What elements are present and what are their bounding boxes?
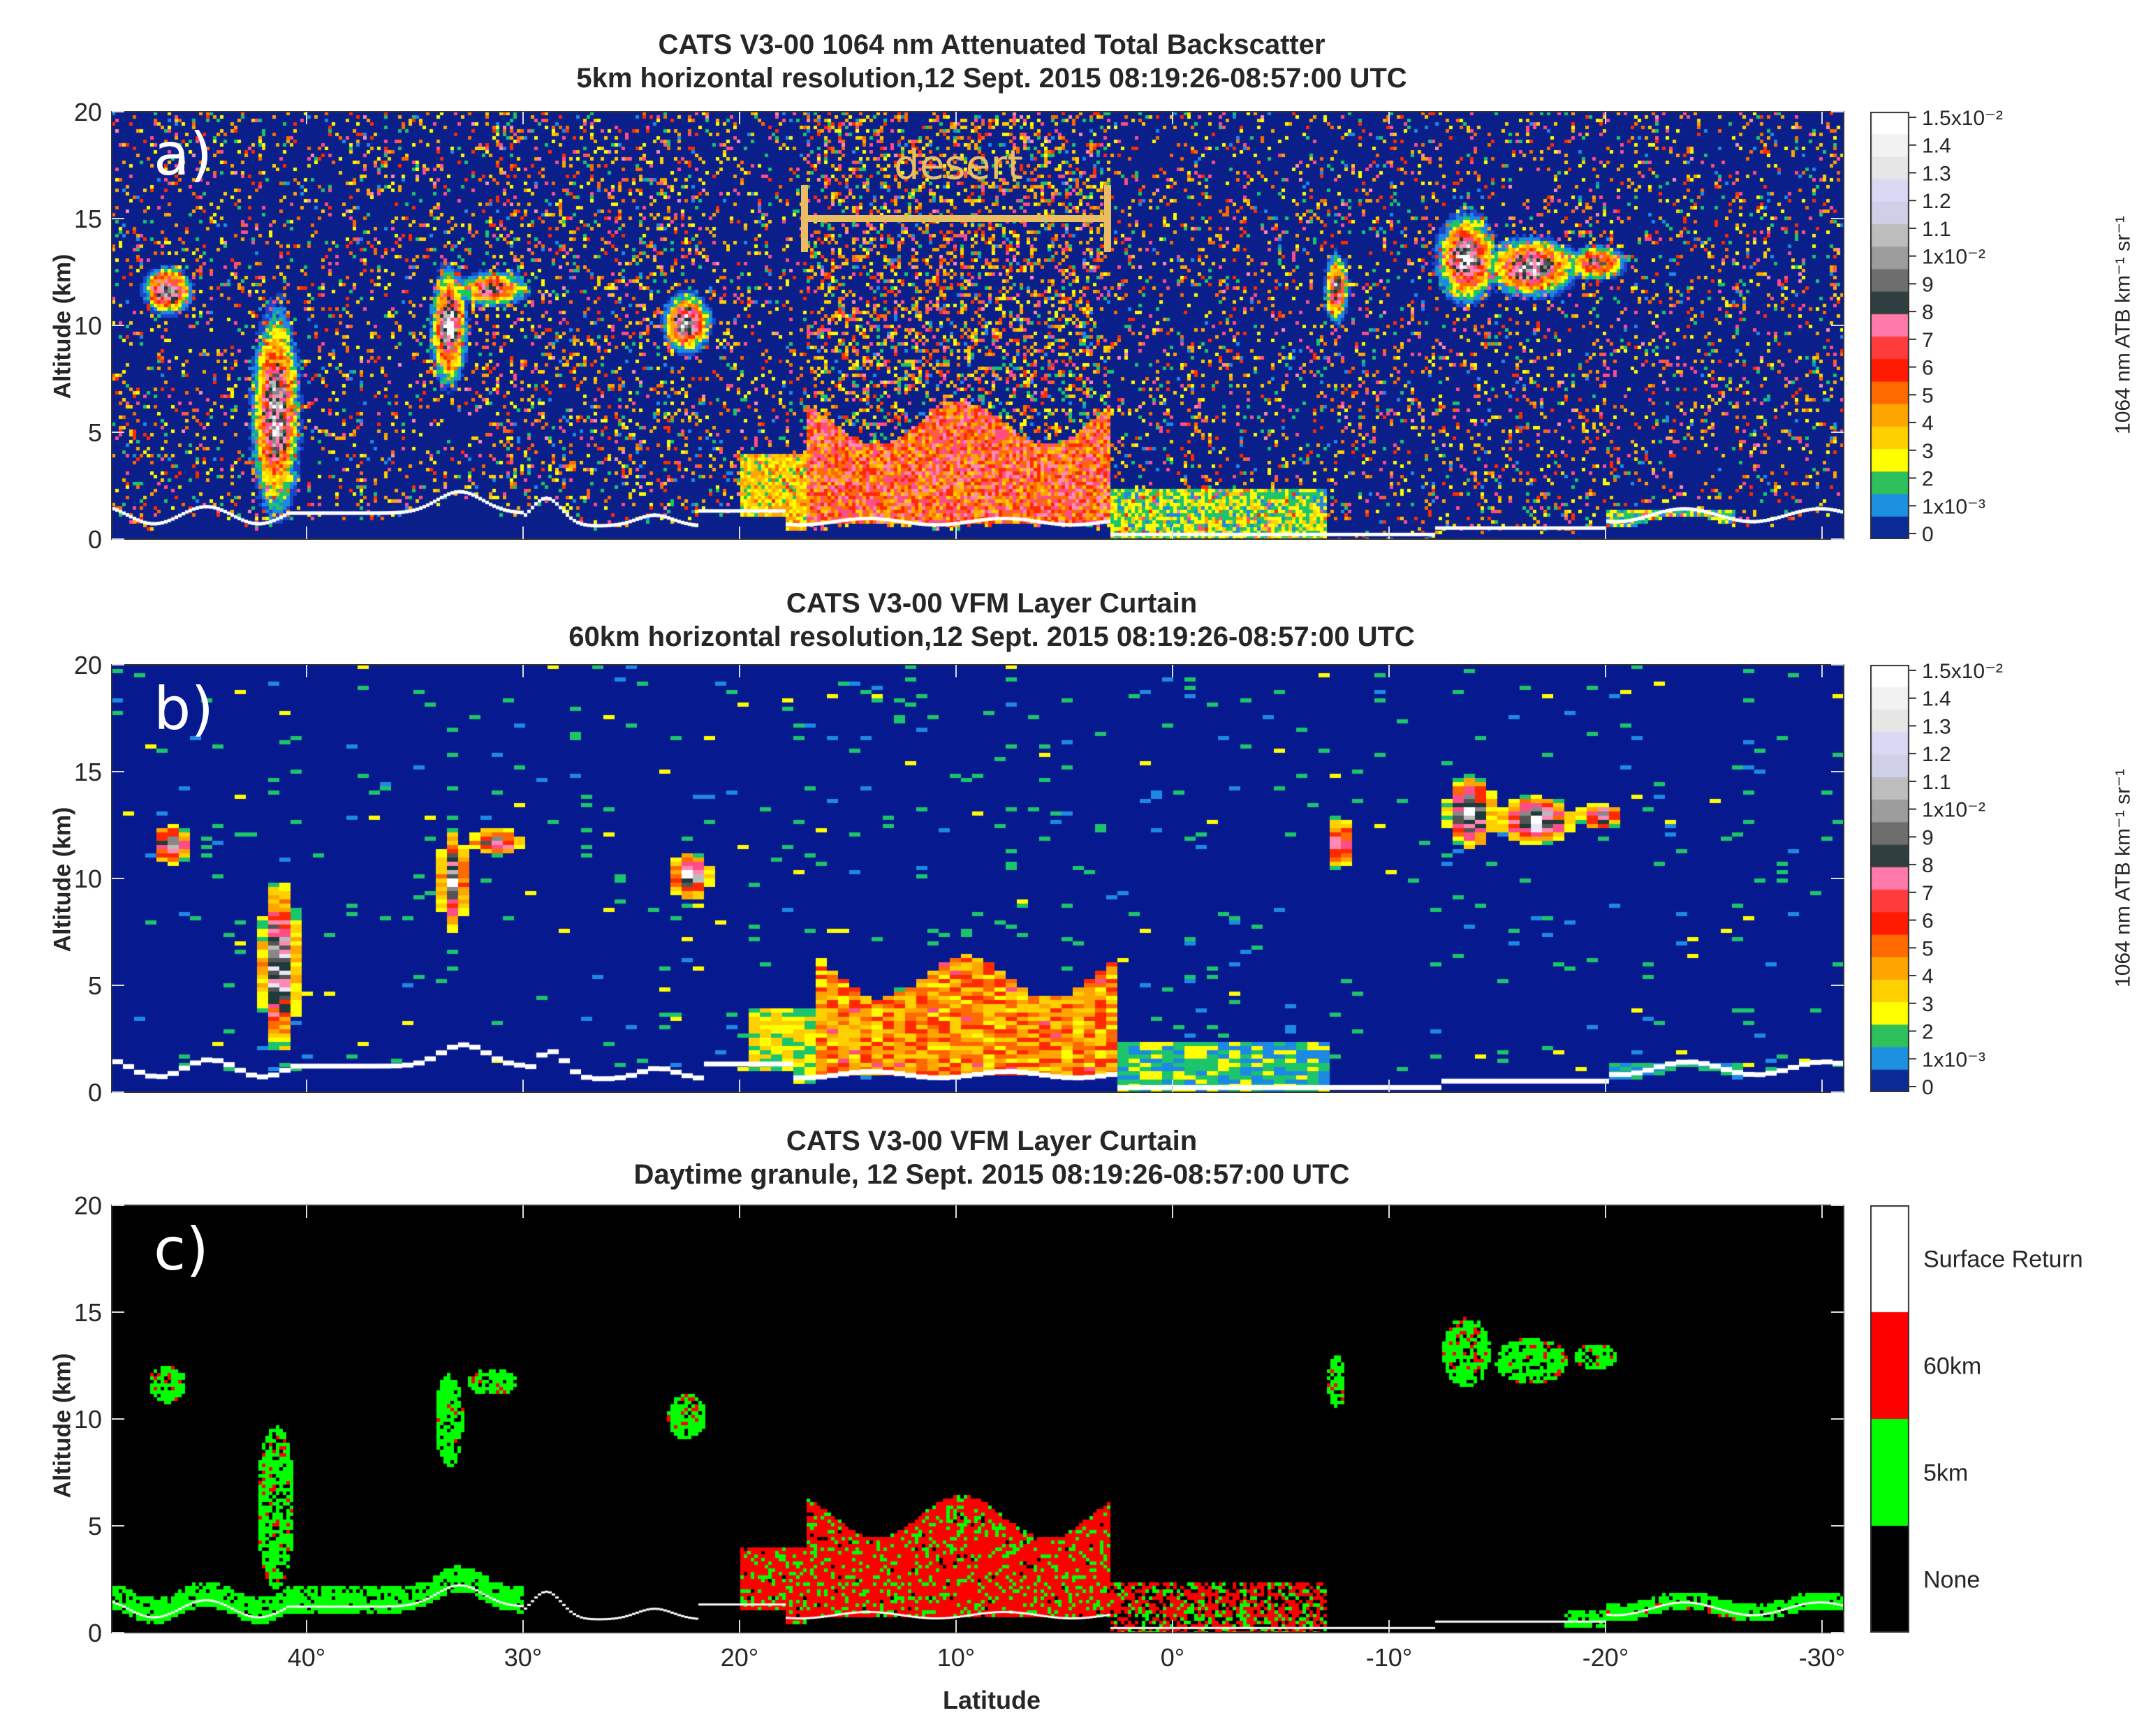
colorbar-a-tick-label: 8 <box>1922 301 1934 324</box>
panel-c-xtick-label: 40° <box>288 1643 325 1672</box>
panel-c-xtick-label: -20° <box>1582 1643 1629 1672</box>
desert-annotation-label: desert <box>894 141 1023 189</box>
panel-c-xtick-label: 30° <box>504 1643 542 1672</box>
colorbar-b-tick-label: 7 <box>1922 882 1934 905</box>
colorbar-a-tick-label: 5 <box>1922 384 1934 407</box>
panel-c-ytick-label: 0 <box>88 1619 102 1647</box>
colorbar-a-tick-label: 7 <box>1922 329 1934 352</box>
panel-c-xtick-label: -30° <box>1799 1643 1845 1672</box>
colorbar-b-tick-label: 6 <box>1922 910 1934 933</box>
panel-a-title-line1: CATS V3-00 1064 nm Attenuated Total Back… <box>658 29 1325 60</box>
colorbar-b-tick-label: 5 <box>1922 937 1934 960</box>
panel-c-ytick-label: 5 <box>88 1512 102 1540</box>
colorbar-b-tick-label: 1x10⁻² <box>1922 799 1985 822</box>
panel-b-letter: b) <box>154 675 214 743</box>
panel-c-letter: c) <box>154 1215 209 1283</box>
colorbar-a-tick-label: 1.1 <box>1922 218 1951 241</box>
colorbar-a-tick-label: 1x10⁻² <box>1922 246 1985 269</box>
panel-a-title: CATS V3-00 1064 nm Attenuated Total Back… <box>112 28 1872 95</box>
panel-c-frame <box>111 1205 1844 1633</box>
colorbar-b-tick-label: 4 <box>1922 965 1934 988</box>
panel-a-title-line2: 5km horizontal resolution,12 Sept. 2015 … <box>576 63 1407 94</box>
panel-c-title: CATS V3-00 VFM Layer Curtain Daytime gra… <box>112 1124 1872 1191</box>
panel-a-ytick-label: 15 <box>74 205 102 233</box>
panel-c-xtick-label: 20° <box>721 1643 758 1672</box>
legend-c-bar <box>1870 1205 1909 1633</box>
panel-a-letter: a) <box>154 120 213 189</box>
panel-a-plot <box>112 112 1844 539</box>
colorbar-a-tick-label: 1.3 <box>1922 162 1951 185</box>
colorbar-b-tick-label: 8 <box>1922 854 1934 877</box>
panel-b-ytick-label: 5 <box>88 971 102 1000</box>
panel-a-ytick-label: 5 <box>88 418 102 447</box>
colorbar-b-tick-label: 0 <box>1922 1076 1934 1099</box>
panel-b-plot <box>112 665 1844 1092</box>
colorbar-b <box>1870 665 1909 1092</box>
colorbar-a-tick-label: 1x10⁻³ <box>1922 495 1985 518</box>
colorbar-a-tick-label: 1.5x10⁻² <box>1922 107 2003 130</box>
panel-b-title-line2: 60km horizontal resolution,12 Sept. 2015… <box>568 621 1415 652</box>
panel-a-ytick-label: 20 <box>74 98 102 126</box>
panel-c-title-line2: Daytime granule, 12 Sept. 2015 08:19:26-… <box>633 1159 1350 1190</box>
colorbar-a-tick-label: 4 <box>1922 412 1934 435</box>
colorbar-b-tick-label: 9 <box>1922 826 1934 849</box>
panel-c-xtick-label: 0° <box>1161 1643 1184 1672</box>
legend-c-label: None <box>1923 1567 1980 1594</box>
panel-b-title: CATS V3-00 VFM Layer Curtain 60km horizo… <box>112 587 1872 654</box>
colorbar-b-tick-label: 1x10⁻³ <box>1922 1048 1985 1071</box>
panel-b-title-line1: CATS V3-00 VFM Layer Curtain <box>786 588 1198 619</box>
panel-c-ytick-label: 10 <box>74 1405 102 1434</box>
panel-a-frame <box>111 111 1844 540</box>
panel-b-frame <box>111 664 1844 1093</box>
legend-c-label: 5km <box>1923 1460 1968 1487</box>
panel-b-ytick-label: 10 <box>74 865 102 893</box>
colorbar-a-tick-label: 6 <box>1922 357 1934 380</box>
panel-a-ytick-label: 0 <box>88 525 102 554</box>
colorbar-a-tick-label: 9 <box>1922 273 1934 296</box>
colorbar-b-tick-label: 1.3 <box>1922 715 1951 738</box>
panel-b-ytick-label: 0 <box>88 1078 102 1107</box>
panel-c-title-line1: CATS V3-00 VFM Layer Curtain <box>786 1126 1198 1156</box>
colorbar-a-tick-label: 3 <box>1922 440 1934 463</box>
panel-c-xtick-label: 10° <box>937 1643 975 1672</box>
colorbar-b-tick-label: 2 <box>1922 1021 1934 1044</box>
panel-c-xlabel: Latitude <box>943 1686 1041 1714</box>
colorbar-b-tick-label: 1.4 <box>1922 688 1951 711</box>
panel-c-ytick-label: 15 <box>74 1298 102 1327</box>
colorbar-a <box>1870 112 1909 539</box>
legend-c-label: Surface Return <box>1923 1246 2083 1273</box>
panel-b-ytick-label: 15 <box>74 758 102 786</box>
colorbar-b-tick-label: 1.2 <box>1922 743 1951 766</box>
colorbar-a-tick-label: 1.2 <box>1922 190 1951 213</box>
colorbar-b-tick-label: 1.5x10⁻² <box>1922 660 2003 683</box>
colorbar-a-tick-label: 2 <box>1922 468 1934 491</box>
legend-c-label: 60km <box>1923 1353 1981 1380</box>
panel-c-ytick-label: 20 <box>74 1191 102 1220</box>
panel-b-ytick-label: 20 <box>74 651 102 679</box>
colorbar-a-tick-label: 0 <box>1922 523 1934 546</box>
colorbar-b-tick-label: 1.1 <box>1922 771 1951 794</box>
panel-c-xtick-label: -10° <box>1366 1643 1412 1672</box>
colorbar-b-tick-label: 3 <box>1922 993 1934 1016</box>
colorbar-a-tick-label: 1.4 <box>1922 135 1951 158</box>
panel-c-plot <box>112 1205 1844 1633</box>
panel-a-ytick-label: 10 <box>74 311 102 340</box>
